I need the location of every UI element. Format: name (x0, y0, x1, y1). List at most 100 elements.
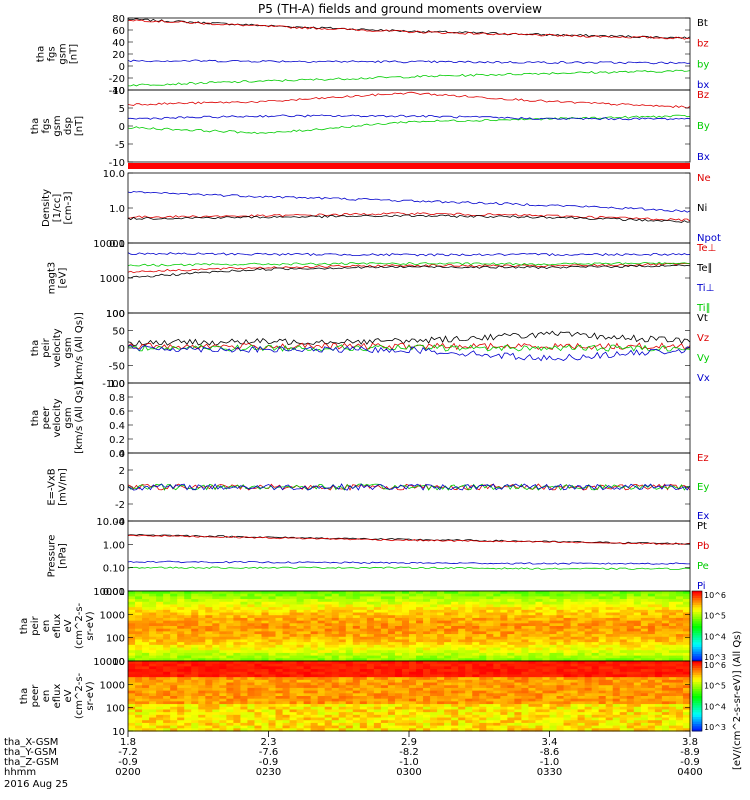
heatmap-cell (401, 601, 410, 606)
heatmap-cell (507, 663, 515, 667)
heatmap-cell (647, 663, 656, 667)
heatmap-cell (423, 663, 431, 667)
heatmap-cell (409, 628, 417, 632)
heatmap-cell (612, 661, 621, 665)
heatmap-cell (647, 709, 656, 713)
heatmap-cell (486, 722, 494, 727)
colorbar-cell (692, 595, 702, 599)
heatmap-cell (647, 696, 656, 700)
heatmap-cell (682, 674, 691, 678)
heatmap-cell (359, 655, 368, 659)
heatmap-cell (612, 712, 621, 716)
heatmap-cell (633, 663, 642, 667)
heatmap-cell (528, 704, 537, 708)
heatmap-cell (366, 607, 375, 611)
heatmap-cell (289, 652, 298, 657)
heatmap-cell (205, 696, 213, 700)
heatmap-cell (640, 682, 649, 686)
heatmap-cell (598, 706, 607, 711)
heatmap-cell (542, 609, 551, 614)
y-axis-label: tha peer en eflux eV (cm^2-s-sr-eV) (19, 672, 96, 719)
heatmap-cell (289, 636, 298, 641)
heatmap-cell (584, 661, 593, 665)
heatmap-cell (542, 591, 551, 595)
heatmap-cell (528, 661, 537, 665)
x-row-label: tha_Y-GSM (4, 747, 57, 758)
heatmap-cell (486, 706, 494, 711)
heatmap-cell (577, 725, 586, 729)
heatmap-cell (177, 677, 185, 681)
heatmap-cell (219, 593, 227, 597)
heatmap-cell (514, 658, 522, 662)
heatmap-cell (128, 698, 136, 702)
heatmap-cell (345, 642, 354, 646)
heatmap-cell (542, 666, 551, 670)
heatmap-cell (163, 717, 171, 721)
heatmap-cell (149, 631, 157, 635)
heatmap-cell (514, 690, 522, 694)
heatmap-cell (458, 704, 466, 708)
heatmap-cell (240, 634, 249, 638)
heatmap-cell (591, 612, 600, 616)
colorbar-cell (692, 607, 702, 611)
heatmap-cell (577, 696, 586, 700)
heatmap-cell (598, 599, 607, 603)
y-axis-label-line: peer (30, 684, 41, 708)
heatmap-cell (296, 634, 305, 638)
heatmap-cell (507, 671, 515, 676)
series-line-Pt (127, 534, 691, 545)
heatmap-cell (247, 644, 256, 649)
heatmap-cell (373, 706, 382, 711)
heatmap-cell (275, 596, 284, 600)
heatmap-cell (549, 636, 558, 641)
heatmap-cell (654, 712, 663, 716)
heatmap-cell (549, 642, 558, 646)
heatmap-cell (675, 682, 684, 686)
y-axis-label: Pressure [nPa] (47, 535, 69, 578)
heatmap-cell (661, 642, 670, 646)
heatmap-cell (261, 669, 270, 673)
heatmap-cell (345, 636, 354, 641)
heatmap-cell (226, 701, 234, 705)
heatmap-cell (577, 612, 586, 616)
heatmap-cell (605, 709, 614, 713)
heatmap-cell (437, 663, 445, 667)
heatmap-cell (191, 628, 199, 632)
y-axis-label-line: tha (30, 410, 41, 426)
heatmap-cell (254, 655, 263, 659)
heatmap-cell (212, 623, 220, 627)
heatmap-cell (170, 596, 178, 600)
heatmap-cell (380, 615, 389, 619)
heatmap-cell (682, 620, 691, 624)
heatmap-cell (479, 725, 487, 729)
heatmap-cell (359, 596, 368, 600)
heatmap-cell (359, 634, 368, 638)
heatmap-cell (170, 698, 178, 702)
heatmap-cell (254, 599, 263, 603)
legend-entry: Ez (697, 453, 709, 464)
heatmap-cell (682, 636, 691, 641)
heatmap-cell (163, 698, 171, 702)
heatmap-cell (647, 685, 656, 689)
heatmap-cell (423, 609, 431, 614)
heatmap-cell (205, 666, 213, 670)
heatmap-cell (409, 652, 417, 657)
heatmap-cell (619, 617, 628, 622)
heatmap-cell (549, 725, 558, 729)
heatmap-cell (387, 639, 396, 643)
heatmap-cell (247, 669, 256, 673)
heatmap-cell (324, 609, 333, 614)
heatmap-cell (226, 591, 234, 595)
heatmap-cell (247, 698, 256, 702)
heatmap-cell (577, 639, 586, 643)
heatmap-cell (556, 693, 565, 697)
heatmap-cell (275, 647, 284, 651)
heatmap-cell (212, 690, 220, 694)
heatmap-cell (570, 666, 579, 670)
heatmap-cell (240, 652, 249, 657)
heatmap-cell (128, 720, 136, 724)
heatmap-cell (577, 728, 586, 732)
heatmap-cell (675, 677, 684, 681)
heatmap-cell (380, 593, 389, 597)
heatmap-cell (156, 728, 164, 732)
